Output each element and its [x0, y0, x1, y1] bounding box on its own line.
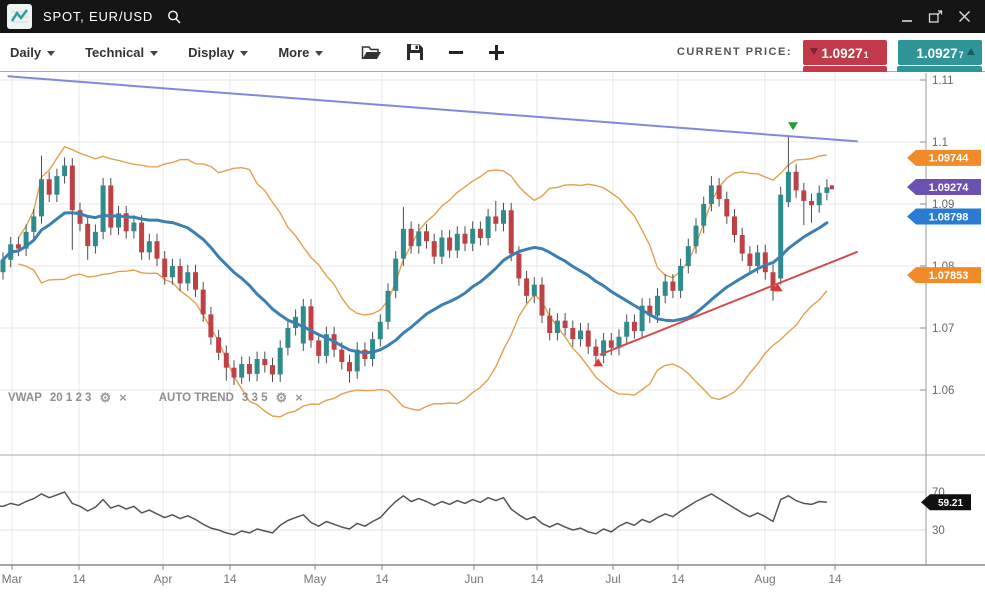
svg-text:14: 14: [530, 572, 544, 586]
open-folder-icon[interactable]: [361, 44, 382, 61]
chevron-down-icon: [47, 50, 56, 56]
svg-text:1.08798: 1.08798: [929, 211, 969, 223]
window-title: SPOT, EUR/USD: [43, 9, 154, 24]
svg-text:1.07: 1.07: [932, 323, 954, 335]
svg-text:Mar: Mar: [2, 572, 23, 586]
svg-text:Jun: Jun: [464, 572, 483, 586]
signal-arrows: [593, 122, 799, 367]
ask-price-badge[interactable]: 1.0927 7: [898, 39, 982, 65]
app-logo-icon: [7, 4, 32, 29]
indicator-labels-row: VWAP 20 1 2 3 ⚙ × AUTO TREND 3 3 5 ⚙ ×: [8, 391, 303, 404]
svg-text:1.07853: 1.07853: [929, 270, 969, 282]
ask-secondary-badge-clipped: [897, 66, 982, 72]
bid-down-arrow-icon: [810, 47, 818, 55]
bid-price-pip: 1: [863, 49, 869, 60]
window-controls: [901, 9, 971, 24]
candles: [0, 137, 834, 385]
popout-button[interactable]: [928, 9, 943, 24]
window-titlebar: SPOT, EUR/USD: [0, 0, 985, 33]
indicator-vwap: VWAP 20 1 2 3 ⚙ ×: [8, 391, 127, 404]
timeframe-menu[interactable]: Daily: [10, 44, 56, 60]
chevron-down-icon: [240, 50, 249, 56]
bollinger-bands: [17, 145, 828, 418]
svg-text:59.21: 59.21: [938, 498, 963, 509]
technical-menu[interactable]: Technical: [85, 44, 159, 60]
close-button[interactable]: [958, 10, 971, 23]
buy-signal-arrow-icon: [593, 358, 604, 367]
price-tags: 1.09744 1.09274 1.08798 1.07853 59.21: [907, 149, 981, 511]
bid-price-badge[interactable]: 1.0927 1: [803, 39, 887, 65]
svg-text:1.1: 1.1: [932, 137, 948, 149]
zoom-in-icon[interactable]: [488, 44, 505, 61]
display-menu-label: Display: [188, 44, 235, 60]
ask-up-arrow-icon: [967, 47, 975, 55]
chart-toolbar: Daily Technical Display More: [0, 33, 985, 72]
chevron-down-icon: [150, 50, 159, 56]
minimize-button[interactable]: [901, 11, 913, 23]
sell-signal-arrow-icon: [788, 122, 799, 131]
zoom-out-icon[interactable]: [448, 44, 464, 60]
more-menu-label: More: [278, 44, 310, 60]
svg-text:14: 14: [671, 572, 685, 586]
svg-text:1.09: 1.09: [932, 199, 954, 211]
gear-icon[interactable]: ⚙: [99, 390, 112, 405]
ask-price-pip: 7: [958, 49, 964, 60]
indicator-autotrend: AUTO TREND 3 3 5 ⚙ ×: [159, 391, 303, 404]
display-menu[interactable]: Display: [188, 44, 249, 60]
svg-text:14: 14: [72, 572, 86, 586]
svg-text:1.11: 1.11: [932, 75, 954, 87]
trendlines: [7, 75, 859, 356]
indicator-vwap-params: 20 1 2 3: [49, 391, 92, 404]
indicator-autotrend-name: AUTO TREND: [158, 391, 234, 404]
indicator-autotrend-params: 3 3 5: [241, 391, 268, 404]
buy-signal-arrow-icon: [772, 283, 783, 292]
remove-indicator-icon[interactable]: ×: [119, 390, 127, 405]
svg-text:Apr: Apr: [154, 572, 173, 586]
svg-text:1.09744: 1.09744: [929, 153, 970, 165]
bid-price-value: 1.0927: [821, 45, 863, 61]
svg-text:1.06: 1.06: [932, 385, 954, 397]
technical-menu-label: Technical: [85, 44, 145, 60]
current-price-label: CURRENT PRICE:: [676, 46, 792, 58]
oscillator: [0, 491, 827, 536]
svg-text:Jul: Jul: [605, 572, 620, 586]
timeframe-menu-label: Daily: [10, 44, 42, 60]
remove-indicator-icon[interactable]: ×: [295, 390, 303, 405]
svg-text:30: 30: [932, 525, 945, 537]
svg-text:May: May: [304, 572, 327, 586]
save-icon[interactable]: [406, 43, 424, 61]
bid-secondary-badge-clipped: [803, 66, 887, 72]
chevron-down-icon: [315, 50, 324, 56]
search-icon[interactable]: [166, 9, 182, 25]
svg-text:Aug: Aug: [754, 572, 775, 586]
svg-text:14: 14: [223, 572, 237, 586]
vwap-line: [1, 211, 829, 355]
price-chart-canvas[interactable]: Mar 14 Apr 14 May 14 Jun 14 Jul 14 Aug 141.111.11.0…: [0, 72, 985, 592]
more-menu[interactable]: More: [278, 44, 324, 60]
gear-icon[interactable]: ⚙: [275, 390, 288, 405]
svg-text:1.09274: 1.09274: [929, 182, 970, 194]
indicator-vwap-name: VWAP: [8, 391, 42, 404]
svg-text:14: 14: [375, 572, 389, 586]
grid: [0, 73, 926, 565]
ask-price-value: 1.0927: [916, 45, 958, 61]
axes: Mar 14 Apr 14 May 14 Jun 14 Jul 14 Aug 141.111.11.0…: [0, 73, 985, 586]
svg-text:14: 14: [828, 572, 842, 586]
